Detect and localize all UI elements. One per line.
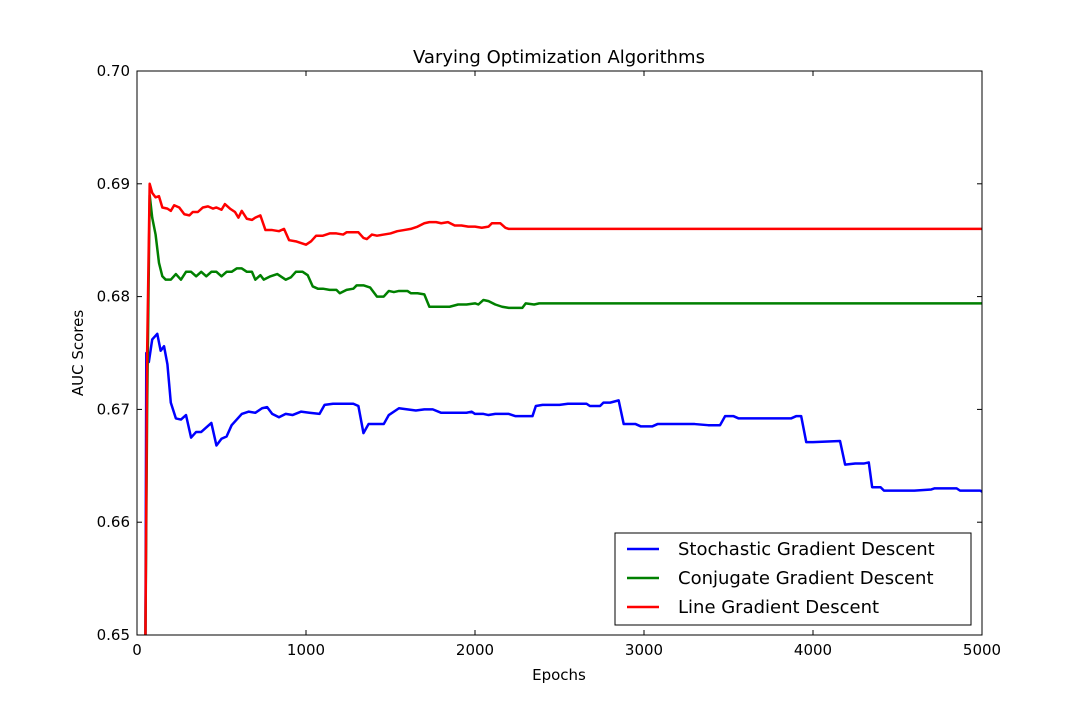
plot-frame xyxy=(136,70,983,636)
x-tick-label: 4000 xyxy=(794,641,832,659)
series-line-1 xyxy=(144,332,982,635)
series-line-3 xyxy=(144,182,982,635)
x-tick-label: 1000 xyxy=(287,641,325,659)
plot-area: 0 1000 2000 3000 4000 5000 0.65 0.66 0.67 0.68 0.6… xyxy=(97,62,1002,659)
chart-title: Varying Optimization Algorithms xyxy=(413,47,705,68)
x-axis-label: Epochs xyxy=(532,666,586,684)
series-layer xyxy=(144,182,982,635)
y-tick-label: 0.65 xyxy=(97,626,130,644)
series-line-2 xyxy=(144,193,982,635)
legend-box xyxy=(614,532,972,626)
legend-label-2: Conjugate Gradient Descent xyxy=(678,568,934,589)
legend: Stochastic Gradient Descent Conjugate Gra… xyxy=(614,532,972,626)
x-tick-label: 5000 xyxy=(963,641,1001,659)
x-tick-label: 3000 xyxy=(625,641,663,659)
x-tick-label: 0 xyxy=(132,641,142,659)
y-tick-label: 0.67 xyxy=(97,400,130,418)
y-tick-label: 0.68 xyxy=(97,288,130,306)
tick-layer: 0 1000 2000 3000 4000 5000 0.65 0.66 0.67 0.68 0.6… xyxy=(97,62,1002,659)
y-tick-label: 0.66 xyxy=(97,513,130,531)
y-axis-label: AUC Scores xyxy=(69,310,87,396)
legend-label-1: Stochastic Gradient Descent xyxy=(678,539,935,560)
y-tick-label: 0.70 xyxy=(97,62,130,80)
y-tick-label: 0.69 xyxy=(97,175,130,193)
legend-label-3: Line Gradient Descent xyxy=(678,597,879,618)
x-tick-label: 2000 xyxy=(456,641,494,659)
